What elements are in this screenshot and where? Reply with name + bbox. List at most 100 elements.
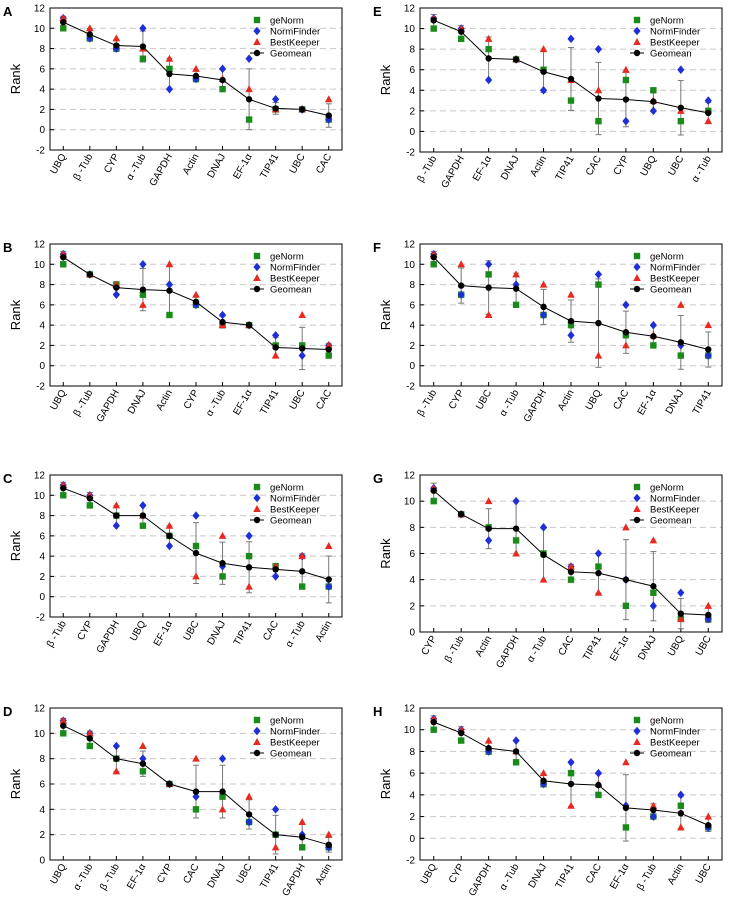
normfinder-point xyxy=(485,259,493,269)
x-tick-label-ubq: UBQ xyxy=(419,862,439,886)
genorm-point xyxy=(622,76,630,84)
legend-marker xyxy=(633,483,641,491)
normfinder-point xyxy=(622,116,630,126)
geomean-point xyxy=(325,112,332,119)
geomean-point xyxy=(86,31,94,38)
y-axis-label: Rank xyxy=(8,63,23,94)
genorm-point xyxy=(166,311,173,319)
legend-marker xyxy=(633,516,641,524)
geomean-point xyxy=(139,286,147,293)
y-tick-label: 0 xyxy=(39,592,45,603)
x-tick-label-cac: CAC xyxy=(314,388,334,412)
x-tick-label-tip41: TIP41 xyxy=(258,862,281,891)
genorm-point xyxy=(245,552,253,560)
legend-label: Geomean xyxy=(270,284,312,295)
legend-item-genorm: geNorm xyxy=(253,715,304,726)
legend-label: BestKeeper xyxy=(270,737,320,748)
legend-item-genorm: geNorm xyxy=(253,482,304,493)
y-tick-label: 6 xyxy=(39,780,45,791)
geomean-point xyxy=(430,253,437,261)
normfinder-point xyxy=(139,754,147,763)
y-tick-label: 2 xyxy=(409,812,415,823)
bestkeeper-point xyxy=(567,290,575,298)
y-tick-label: -2 xyxy=(406,856,415,867)
normfinder-point xyxy=(622,300,630,310)
genorm-point xyxy=(139,55,147,62)
genorm-point xyxy=(325,352,332,359)
geomean-point xyxy=(113,512,120,519)
series-geomean xyxy=(60,484,332,583)
y-tick-label: 8 xyxy=(409,523,415,534)
geomean-point xyxy=(113,42,120,49)
x-tick-label-ef-1alpha: EF-1α xyxy=(608,862,631,891)
x-tick-label-cyp: CYP xyxy=(447,388,467,412)
normfinder-point xyxy=(649,106,657,116)
legend-item-normfinder: NormFinder xyxy=(633,262,700,273)
series-geomean xyxy=(430,718,712,829)
y-tick-label: 0 xyxy=(409,361,415,372)
genorm-point xyxy=(219,85,226,93)
legend-marker xyxy=(253,285,261,293)
y-tick-label: 6 xyxy=(409,300,415,311)
bestkeeper-point xyxy=(622,65,630,73)
normfinder-point xyxy=(218,64,227,74)
normfinder-point xyxy=(594,44,603,54)
bestkeeper-point xyxy=(704,601,713,609)
normfinder-point xyxy=(512,736,520,745)
bestkeeper-point xyxy=(192,64,200,72)
x-tick-label-gapdh: GAPDH xyxy=(148,152,175,188)
bestkeeper-point xyxy=(86,729,94,737)
y-tick-label: -2 xyxy=(406,148,415,159)
legend-item-geomean: Geomean xyxy=(250,515,312,526)
genorm-point xyxy=(512,301,520,309)
x-tick-label-ubq: UBQ xyxy=(128,619,148,643)
legend-item-normfinder: NormFinder xyxy=(253,262,320,273)
legend-marker xyxy=(253,16,261,24)
y-tick-label: -2 xyxy=(36,613,45,624)
x-tick-label-tip41: TIP41 xyxy=(691,388,714,417)
genorm-point xyxy=(86,742,94,750)
geomean-point xyxy=(567,568,575,576)
legend-marker xyxy=(633,49,641,57)
bestkeeper-point xyxy=(271,351,280,359)
geomean-point xyxy=(272,105,279,112)
geomean-point xyxy=(86,495,94,502)
y-tick-label: 12 xyxy=(34,704,46,715)
geomean-point xyxy=(705,611,712,619)
x-tick-label-ubc: UBC xyxy=(666,154,686,178)
x-tick-label-alpha-tub: α -Tub xyxy=(125,152,149,183)
x-tick-label-alpha-tub: α -Tub xyxy=(525,634,549,665)
legend-marker xyxy=(633,493,641,503)
geomean-point xyxy=(457,282,465,289)
x-tick-label-cyp: CYP xyxy=(612,154,632,178)
normfinder-point xyxy=(139,23,147,33)
genorm-point xyxy=(622,824,630,831)
geomean-point xyxy=(595,781,602,789)
series-geomean xyxy=(430,17,712,117)
x-tick-label-alpha-tub: α -Tub xyxy=(498,388,522,419)
legend-marker xyxy=(253,262,261,272)
genorm-point xyxy=(622,602,630,610)
geomean-point xyxy=(650,98,657,105)
normfinder-point xyxy=(567,330,575,340)
genorm-point xyxy=(430,25,437,32)
legend-label: BestKeeper xyxy=(650,273,700,284)
geomean-point xyxy=(705,109,712,117)
y-tick-label: -2 xyxy=(36,146,45,157)
y-tick-label: 10 xyxy=(34,260,46,271)
geomean-point xyxy=(86,735,94,742)
geomean-point xyxy=(540,68,547,75)
geomean-point xyxy=(139,512,147,519)
geomean-point xyxy=(245,96,253,103)
y-tick-label: 0 xyxy=(39,125,45,136)
bestkeeper-point xyxy=(298,311,306,318)
x-tick-label-ubq: UBQ xyxy=(49,862,69,886)
panel-label: D xyxy=(3,704,12,719)
legend-marker xyxy=(253,716,261,724)
bestkeeper-point xyxy=(192,572,200,580)
geomean-point xyxy=(485,744,492,752)
geomean-point xyxy=(166,780,173,788)
legend-marker xyxy=(633,738,641,745)
